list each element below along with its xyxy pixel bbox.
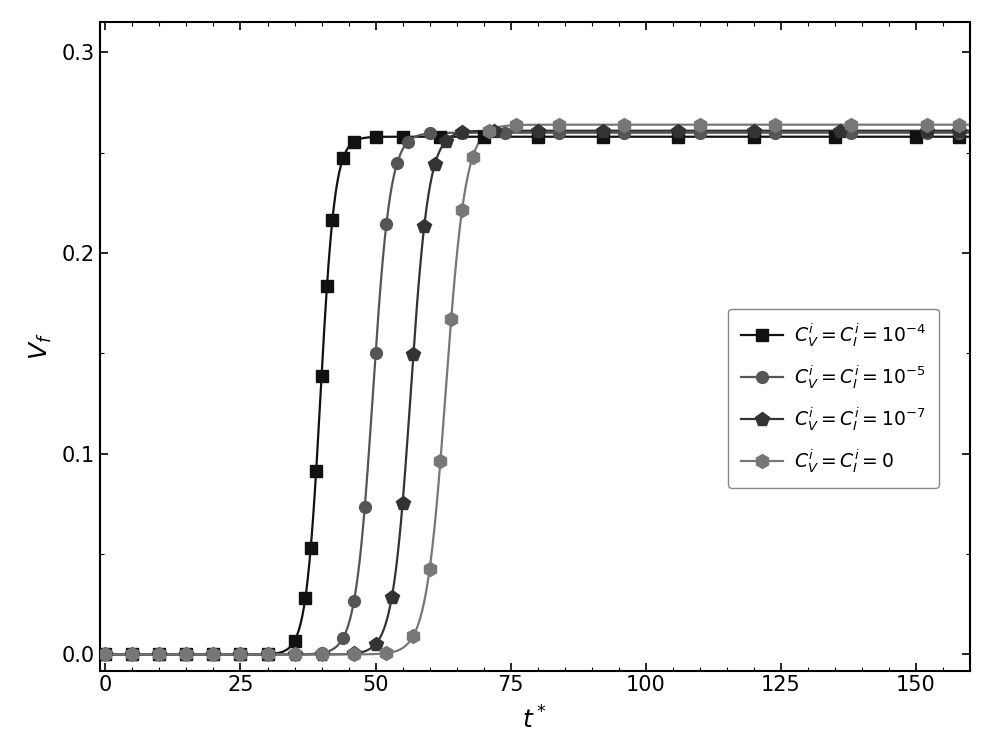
X-axis label: $t^*$: $t^*$ — [522, 706, 548, 734]
Y-axis label: $V_f$: $V_f$ — [27, 333, 54, 360]
Legend: $C_V^i=C_I^i=10^{-4}$, $C_V^i=C_I^i=10^{-5}$, $C_V^i=C_I^i=10^{-7}$, $C_V^i=C_I^: $C_V^i=C_I^i=10^{-4}$, $C_V^i=C_I^i=10^{… — [728, 308, 939, 488]
